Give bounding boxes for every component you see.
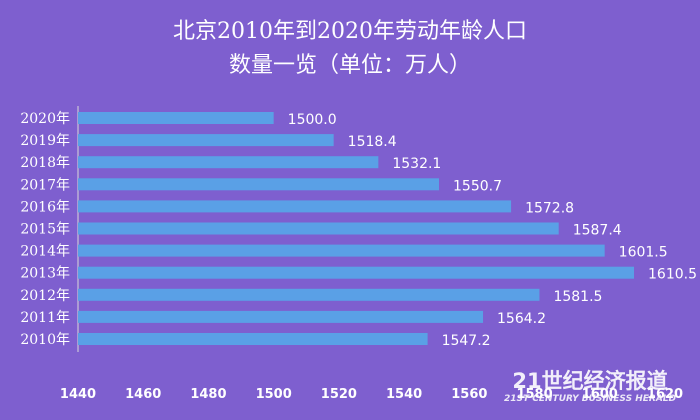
bar bbox=[78, 244, 605, 257]
x-tick-label: 1540 bbox=[386, 387, 422, 402]
category-label: 2020年 bbox=[20, 111, 70, 127]
chart-title-line-1: 北京2010年到2020年劳动年龄人口 bbox=[173, 19, 527, 44]
watermark-logo-text: 21世纪经济报道 bbox=[512, 369, 667, 393]
category-label: 2015年 bbox=[20, 222, 70, 238]
x-tick-label: 1440 bbox=[60, 387, 96, 402]
data-label: 1610.5 bbox=[648, 267, 697, 283]
bar bbox=[78, 288, 540, 301]
category-label: 2012年 bbox=[20, 288, 70, 304]
category-label: 2016年 bbox=[20, 199, 70, 215]
bars-group bbox=[78, 112, 635, 345]
x-tick-label: 1520 bbox=[321, 387, 357, 402]
bar bbox=[78, 266, 635, 279]
chart-title: 北京2010年到2020年劳动年龄人口 数量一览（单位：万人） bbox=[173, 19, 527, 78]
x-tick-label: 1620 bbox=[647, 387, 683, 402]
watermark-subtitle: 21ST CENTURY BUSINESS HERALD bbox=[504, 394, 677, 404]
bar bbox=[78, 156, 379, 169]
value-labels: 1500.0 1518.4 1532.1 1550.7 1572.8 1587.4 1601… bbox=[288, 112, 697, 349]
x-axis-tick-labels: 1440 1460 1480 1500 1520 1540 1560 1580 1600 1620 bbox=[60, 387, 683, 402]
category-label: 2013年 bbox=[20, 266, 70, 282]
bar bbox=[78, 200, 512, 213]
data-label: 1581.5 bbox=[553, 289, 602, 305]
bar bbox=[78, 134, 334, 147]
category-label: 2019年 bbox=[20, 133, 70, 149]
category-label: 2014年 bbox=[20, 244, 70, 260]
watermark: 21世纪经济报道 21ST CENTURY BUSINESS HERALD bbox=[504, 369, 677, 404]
bar bbox=[78, 333, 428, 345]
data-label: 1500.0 bbox=[288, 112, 337, 128]
category-label: 2011年 bbox=[20, 310, 70, 326]
x-tick-label: 1560 bbox=[451, 387, 487, 402]
category-labels: 2020年 2019年 2018年 2017年 2016年 2015年 2014年 2013年… bbox=[20, 111, 70, 348]
x-tick-label: 1480 bbox=[190, 387, 226, 402]
bar bbox=[78, 222, 559, 235]
bar bbox=[78, 178, 440, 191]
data-label: 1518.4 bbox=[348, 134, 397, 150]
data-label: 1572.8 bbox=[525, 200, 574, 216]
bar bbox=[78, 112, 274, 124]
x-tick-label: 1580 bbox=[516, 387, 552, 402]
data-label: 1547.2 bbox=[442, 333, 491, 349]
data-label: 1587.4 bbox=[573, 223, 622, 239]
data-label: 1601.5 bbox=[619, 245, 668, 261]
x-tick-label: 1500 bbox=[256, 387, 292, 402]
category-label: 2010年 bbox=[20, 332, 70, 348]
data-label: 1564.2 bbox=[497, 311, 546, 327]
category-label: 2018年 bbox=[20, 155, 70, 171]
x-tick-label: 1600 bbox=[582, 387, 618, 402]
chart-title-line-2: 数量一览（单位：万人） bbox=[229, 53, 471, 78]
data-label: 1532.1 bbox=[392, 156, 441, 172]
category-label: 2017年 bbox=[20, 177, 70, 193]
x-tick-label: 1460 bbox=[125, 387, 161, 402]
data-label: 1550.7 bbox=[453, 178, 502, 194]
bar bbox=[78, 310, 484, 323]
